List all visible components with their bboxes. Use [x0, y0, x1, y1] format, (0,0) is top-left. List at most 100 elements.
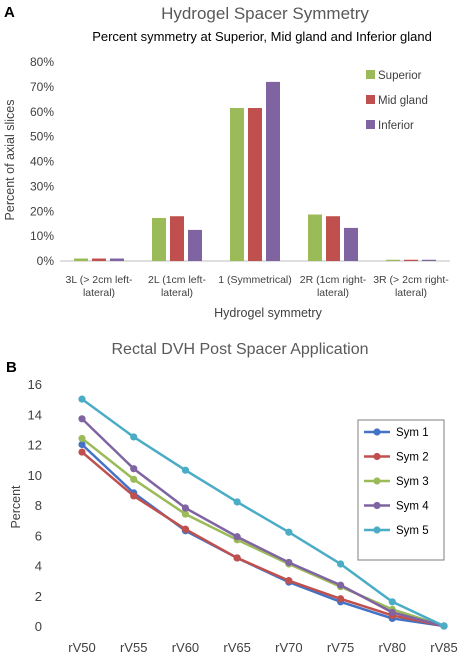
chart-a-y-tick: 20%: [30, 204, 54, 218]
chart-a-y-tick: 60%: [30, 105, 54, 119]
chart-b-point: [181, 510, 190, 518]
chart-a-category-label: lateral): [83, 287, 115, 299]
chart-a-xlabel: Hydrogel symmetry: [214, 306, 322, 320]
chart-a-legend-label: Mid gland: [378, 95, 428, 107]
chart-b-point: [130, 465, 138, 473]
chart-a-legend-swatch: [366, 95, 375, 104]
chart-b-x-tick: rV55: [120, 640, 147, 655]
chart-a-ylabel: Percent of axial slices: [3, 100, 17, 221]
chart-a-category-label: 2L (1cm left-: [148, 274, 206, 286]
chart-b-series-line: [81, 451, 445, 628]
chart-a-subtitle: Percent symmetry at Superior, Mid gland …: [92, 29, 432, 44]
chart-b-legend-marker: [373, 477, 381, 485]
chart-a-legend-swatch: [366, 70, 375, 79]
chart-b-legend-marker: [373, 526, 381, 534]
chart-b-point: [130, 492, 138, 500]
chart-b-point: [181, 504, 190, 512]
chart-a-legend-label: Superior: [378, 70, 422, 82]
chart-b-point: [130, 433, 138, 441]
chart-b-x-tick: rV85: [430, 640, 457, 655]
chart-a-category-label: 1 (Symmetrical): [218, 274, 292, 286]
chart-b-plot: 0 2 4 6 8 10 12 14 16 rV50 rV55 rV60 rV65 rV70 rV75 rV8…: [28, 377, 458, 655]
chart-b-x-tick: rV75: [327, 640, 354, 655]
chart-a-category-label: 2R (1cm right-: [300, 274, 367, 286]
chart-a-bar: [404, 259, 418, 261]
chart-a-y-tick: 30%: [30, 179, 54, 193]
chart-b-point: [78, 440, 86, 449]
chart-b-x-tick: rV50: [68, 640, 95, 655]
chart-b-title: Rectal DVH Post Spacer Application: [111, 341, 368, 358]
chart-b-legend-label: Sym 3: [396, 476, 429, 488]
chart-b-legend-marker: [373, 428, 381, 436]
chart-b-y-tick: 0: [35, 619, 42, 634]
chart-a-bar: [230, 108, 244, 261]
chart-b-legend-label: Sym 4: [396, 501, 429, 513]
chart-b-point: [78, 434, 86, 443]
chart-a-bar: [266, 81, 280, 262]
chart-b-point: [388, 608, 396, 616]
chart-b-ylabel: Percent: [9, 485, 23, 529]
chart-b-legend-label: Sym 1: [396, 427, 429, 439]
chart-b-y-tick: 16: [28, 377, 42, 392]
chart-b-point: [440, 622, 448, 630]
chart-a-category-label: 3L (> 2cm left-: [65, 274, 133, 286]
panel-label-b: B: [6, 359, 17, 376]
chart-a-bar: [326, 216, 340, 261]
chart-b-point: [233, 554, 241, 562]
chart-b-legend-marker: [373, 452, 381, 461]
chart-b-point: [130, 475, 138, 483]
chart-b-point: [285, 558, 293, 567]
chart-a-bar: [92, 258, 106, 261]
chart-b-x-tick: rV70: [275, 640, 302, 655]
chart-b-point: [233, 498, 241, 506]
chart-b-point: [388, 598, 396, 606]
chart-a-y-tick: 80%: [30, 55, 54, 69]
chart-a-category-label: lateral): [395, 287, 427, 299]
chart-b-y-tick: 4: [35, 559, 42, 574]
chart-b-legend-label: Sym 2: [396, 452, 429, 464]
chart-a-bar: [248, 108, 262, 261]
chart-b-point: [336, 581, 345, 589]
chart-a-y-tick: 10%: [30, 229, 54, 243]
chart-b-x-tick: rV65: [223, 640, 250, 655]
chart-a-bar: [344, 227, 358, 261]
chart-a-bar: [152, 217, 166, 261]
chart-a-bar: [110, 258, 124, 261]
chart-a-legend-label: Inferior: [378, 120, 414, 132]
chart-b-y-tick: 12: [28, 438, 42, 453]
chart-a-bar: [170, 216, 184, 261]
chart-a-plot: 0% 10% 20% 30% 40% 50% 60% 70% 80% 3L (> 2cm left…: [30, 55, 450, 299]
chart-a-y-tick: 0%: [37, 254, 55, 268]
chart-a-bar: [188, 229, 202, 261]
chart-b-legend-box: [357, 419, 445, 561]
chart-a-y-tick: 40%: [30, 155, 54, 169]
chart-b-point: [181, 525, 190, 533]
chart-b-point: [285, 528, 293, 536]
chart-a-y-tick: 70%: [30, 80, 54, 94]
chart-b-y-tick: 8: [35, 498, 42, 513]
chart-b-legend-label: Sym 5: [396, 525, 429, 537]
chart-b-point: [336, 560, 345, 568]
chart-a-category-label: 3R (> 2cm right-: [373, 274, 449, 286]
chart-a-y-tick: 50%: [30, 130, 54, 144]
chart-a-title: Hydrogel Spacer Symmetry: [161, 4, 369, 23]
chart-b-y-tick: 14: [28, 407, 42, 422]
chart-b-series-line: [81, 417, 445, 628]
panel-label-a: A: [4, 4, 15, 21]
chart-b-point: [181, 466, 190, 474]
chart-b-y-tick: 10: [28, 468, 42, 483]
chart-b-point: [78, 448, 86, 456]
chart-b-point: [78, 395, 86, 403]
chart-b-point: [78, 415, 86, 423]
chart-a-bar: [386, 259, 400, 261]
chart-b-series-line: [81, 398, 445, 628]
chart-b-point: [233, 533, 241, 541]
chart-a-legend-swatch: [366, 120, 375, 129]
chart-a-bar: [308, 214, 322, 261]
chart-b-x-tick: rV80: [379, 640, 406, 655]
chart-b-series-line: [81, 437, 445, 628]
chart-b-point: [336, 595, 345, 603]
chart-b-legend-marker: [373, 501, 381, 510]
chart-a-bar: [74, 258, 88, 261]
